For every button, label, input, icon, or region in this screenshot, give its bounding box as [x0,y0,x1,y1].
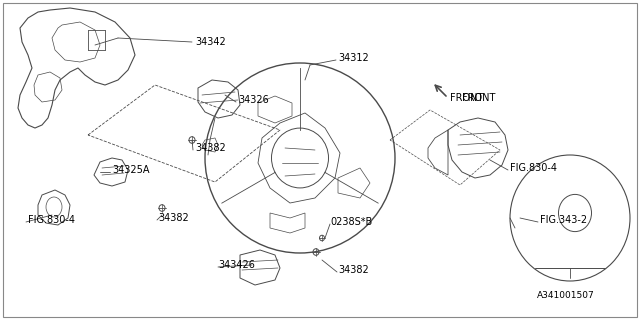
Text: 34312: 34312 [338,53,369,63]
Text: 0238S*B: 0238S*B [330,217,372,227]
Text: FRONT: FRONT [450,93,483,103]
Text: FRONT: FRONT [462,93,495,103]
Text: 34325A: 34325A [112,165,150,175]
Text: FIG.830-4: FIG.830-4 [28,215,75,225]
Text: 34382: 34382 [195,143,226,153]
Text: A341001507: A341001507 [537,291,595,300]
Text: 34382: 34382 [158,213,189,223]
Text: 343426: 343426 [218,260,255,270]
Text: 34326: 34326 [238,95,269,105]
Text: 34382: 34382 [338,265,369,275]
Text: FIG.830-4: FIG.830-4 [510,163,557,173]
Text: 34342: 34342 [195,37,226,47]
Text: FIG.343-2: FIG.343-2 [540,215,587,225]
